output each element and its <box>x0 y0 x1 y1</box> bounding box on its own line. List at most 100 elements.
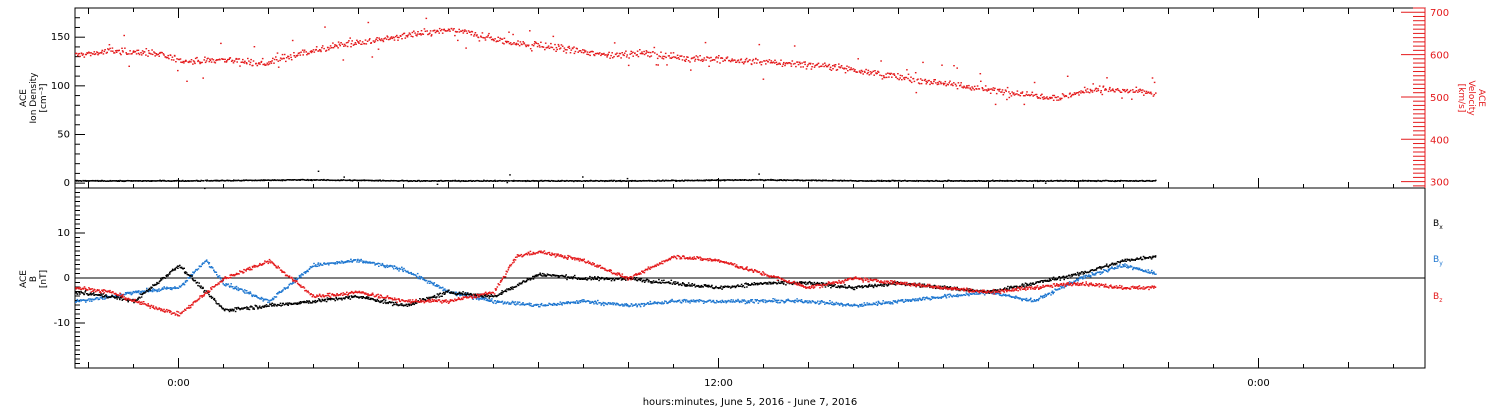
bx-point <box>93 294 95 296</box>
velocity-point <box>649 51 652 54</box>
velocity-point <box>534 41 536 43</box>
density-point <box>128 180 130 182</box>
by-point <box>97 298 100 301</box>
bx-point <box>283 304 286 306</box>
velocity-point <box>569 52 572 54</box>
velocity-point <box>662 55 664 58</box>
by-point <box>916 298 919 300</box>
by-point <box>460 294 463 296</box>
by-point <box>1081 276 1083 278</box>
velocity-point <box>508 42 511 45</box>
density-point <box>182 180 185 182</box>
by-point <box>967 293 970 295</box>
density-point <box>413 180 415 182</box>
by-point <box>319 263 321 266</box>
velocity-point <box>424 30 427 32</box>
by-point <box>277 292 279 294</box>
velocity-point <box>361 43 363 45</box>
by-point <box>359 260 361 262</box>
density-point <box>718 179 721 181</box>
bx-point <box>412 302 415 304</box>
bx-point <box>273 303 275 305</box>
velocity-point <box>1141 89 1144 91</box>
velocity-point <box>984 89 986 91</box>
by-point <box>913 298 915 301</box>
by-point <box>243 291 245 293</box>
by-point <box>591 300 594 303</box>
density-point <box>241 179 244 182</box>
density-point <box>380 180 383 182</box>
density-point <box>482 180 485 182</box>
velocity-point <box>998 90 1000 92</box>
by-point <box>438 285 440 287</box>
by-point <box>94 298 97 300</box>
velocity-point <box>897 73 899 75</box>
velocity-point <box>625 56 628 58</box>
velocity-point <box>895 76 897 78</box>
bx-point <box>391 304 394 307</box>
by-point <box>401 266 403 268</box>
by-point <box>1112 267 1115 270</box>
velocity-point <box>687 60 690 62</box>
density-point <box>216 179 219 182</box>
density-point <box>944 180 947 182</box>
by-point <box>363 261 366 263</box>
by-point <box>895 301 898 303</box>
bx-point <box>357 296 360 298</box>
by-point <box>225 283 227 285</box>
velocity-point <box>969 88 972 90</box>
by-point <box>1089 274 1092 277</box>
by-point <box>107 296 109 298</box>
by-point <box>608 302 610 304</box>
density-point <box>285 179 288 181</box>
velocity-point <box>972 87 974 90</box>
velocity-point <box>639 49 641 51</box>
density-point <box>181 179 184 182</box>
bx-point <box>303 300 305 303</box>
by-point <box>294 278 296 280</box>
by-point <box>85 299 88 302</box>
velocity-point <box>583 49 586 51</box>
density-point <box>223 179 225 182</box>
density-point <box>681 180 684 182</box>
velocity-point <box>406 35 408 37</box>
velocity-point <box>1059 97 1061 99</box>
velocity-point <box>389 38 391 40</box>
by-point <box>735 300 738 303</box>
by-point <box>897 299 900 301</box>
bx-point <box>529 278 531 280</box>
bx-point <box>456 292 459 295</box>
velocity-point <box>461 29 464 32</box>
by-point <box>1123 264 1125 266</box>
by-point <box>1009 295 1011 298</box>
velocity-point <box>347 41 349 44</box>
by-point <box>1094 274 1097 276</box>
by-point <box>814 302 817 305</box>
velocity-point <box>534 41 537 44</box>
velocity-point <box>630 50 632 53</box>
velocity-point <box>329 45 332 47</box>
density-point <box>880 180 883 182</box>
velocity-point <box>870 73 872 75</box>
by-point <box>776 300 779 302</box>
velocity-point <box>864 71 866 73</box>
velocity-point <box>421 33 424 35</box>
by-point <box>721 299 724 302</box>
by-point <box>713 301 715 303</box>
velocity-point <box>835 69 838 71</box>
density-point <box>781 179 783 181</box>
velocity-point <box>301 49 304 51</box>
by-point <box>327 262 329 264</box>
density-point <box>506 180 508 182</box>
density-point <box>659 180 661 182</box>
by-point <box>888 302 891 305</box>
by-point <box>576 302 579 304</box>
by-point <box>125 292 128 294</box>
velocity-point <box>1150 91 1152 93</box>
by-point <box>1082 278 1084 280</box>
by-point <box>843 304 846 306</box>
density-point <box>362 179 364 182</box>
density-point <box>631 179 633 182</box>
by-point <box>678 299 681 301</box>
